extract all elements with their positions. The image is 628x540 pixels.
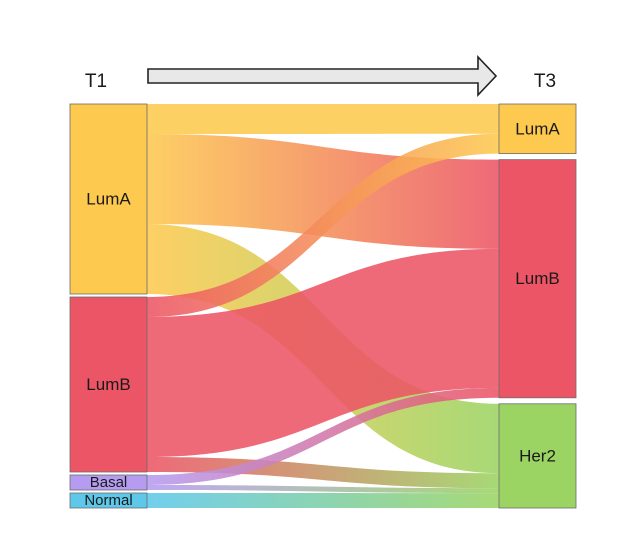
left-node-label-lumB: LumB (86, 375, 130, 394)
left-node-lumA (69, 103, 148, 295)
right-node-label-her2: Her2 (519, 446, 556, 465)
left-node-label-normal: Normal (84, 492, 132, 509)
right-node-her2 (498, 403, 577, 509)
flow-normal-to-her2 (147, 493, 499, 508)
left-node-normal (69, 492, 148, 509)
time-label-right: T3 (534, 71, 556, 92)
right-node-label-lumB: LumB (515, 269, 559, 288)
flow-lumB-to-her2 (147, 457, 499, 489)
time-label-left: T1 (85, 71, 107, 92)
flow-lumB-to-lumA (147, 133, 499, 317)
flow-basal-to-her2 (147, 485, 499, 494)
right-node-label-lumA: LumA (515, 119, 560, 138)
left-node-label-lumA: LumA (86, 190, 131, 209)
left-node-label-basal: Basal (90, 474, 128, 491)
right-node-lumB (498, 159, 577, 399)
left-node-lumB (69, 296, 148, 473)
flow-basal-to-lumB (147, 387, 499, 485)
flows-group (147, 104, 499, 508)
flow-lumA-to-lumA (147, 104, 499, 134)
time-arrow-icon (147, 54, 498, 98)
right-node-lumA (498, 103, 577, 155)
left-node-basal (69, 474, 148, 491)
flow-lumB-to-lumB (147, 248, 499, 457)
